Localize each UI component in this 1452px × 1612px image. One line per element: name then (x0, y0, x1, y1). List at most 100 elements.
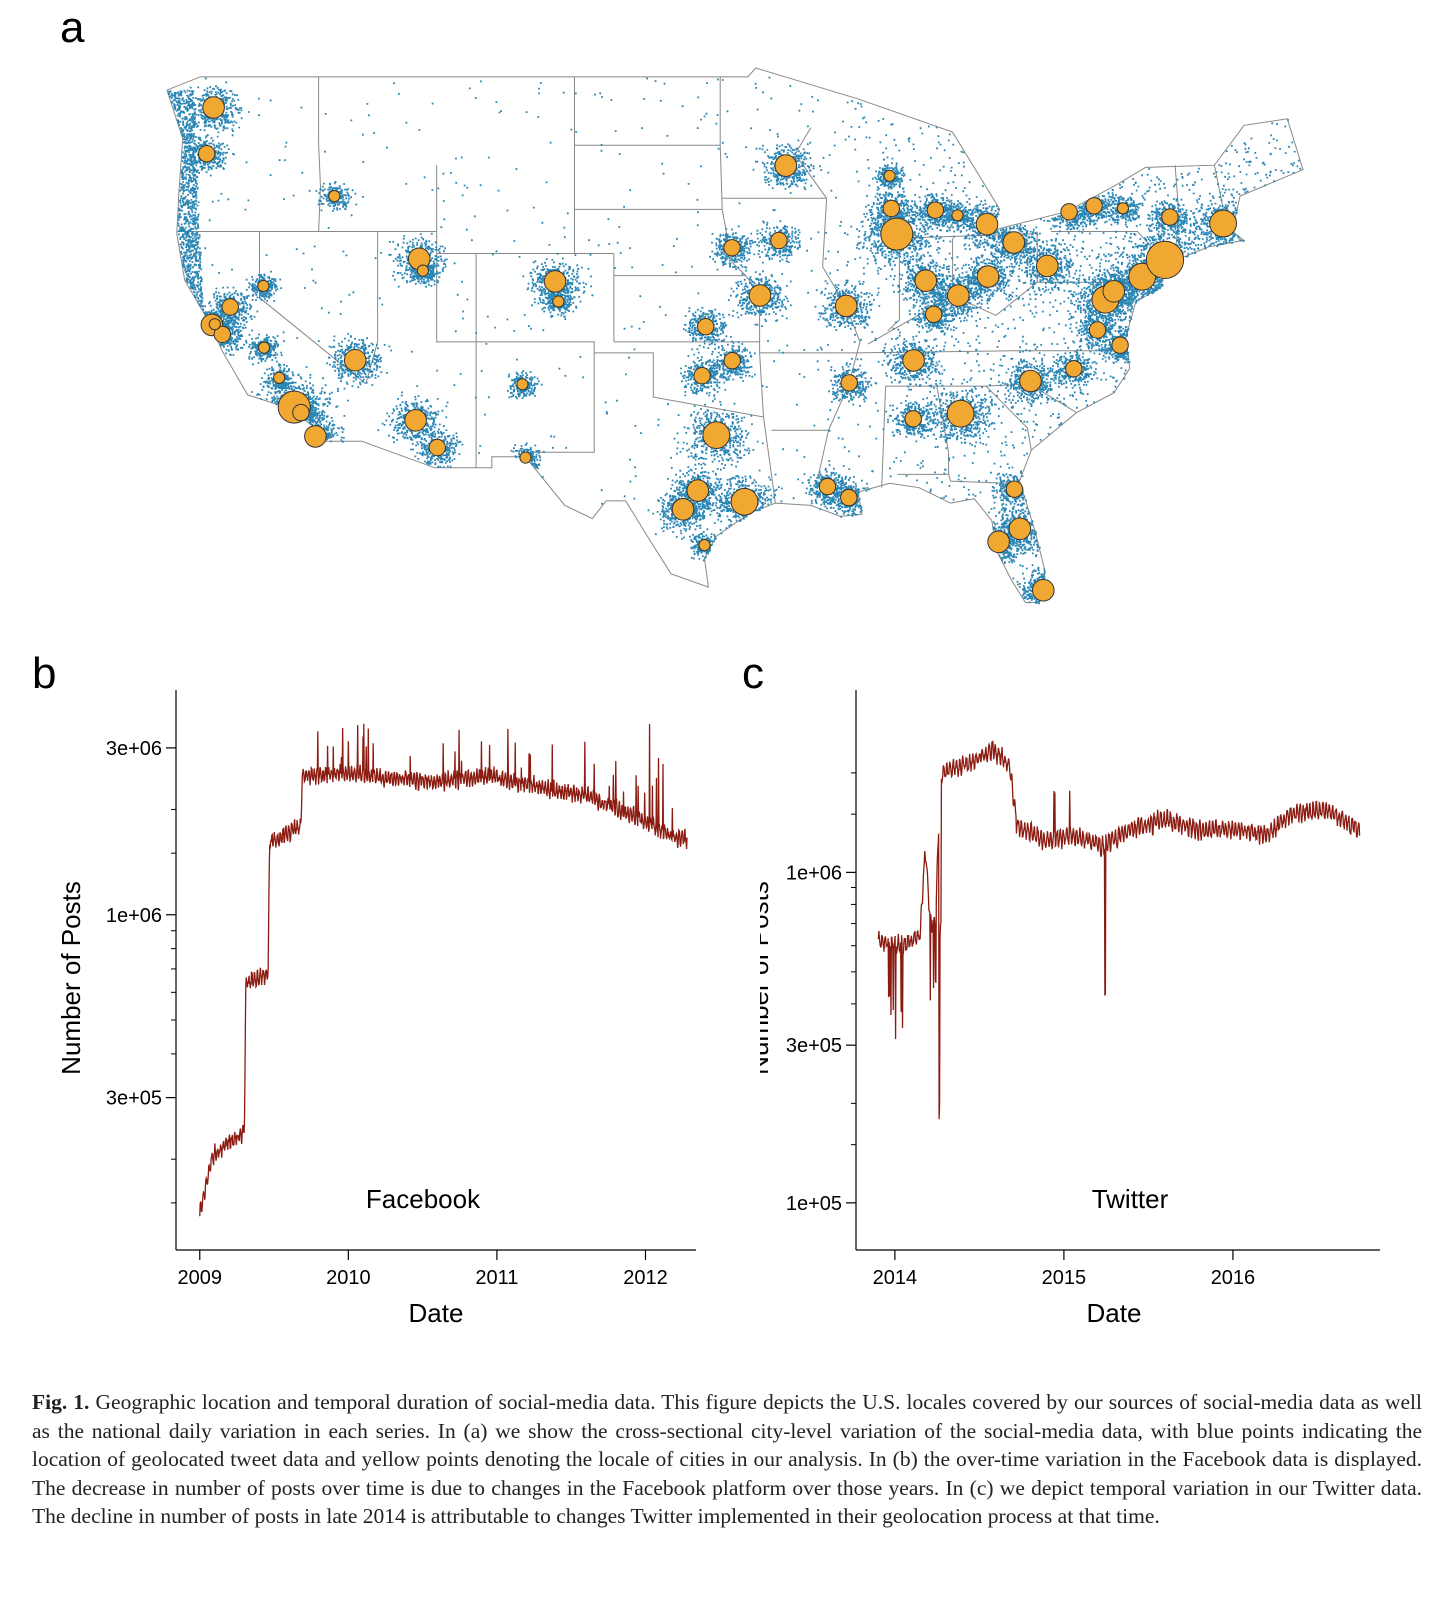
city-marker (1008, 517, 1032, 541)
city-marker (693, 367, 711, 385)
series-line (199, 723, 688, 1217)
figure-caption: Fig. 1. Geographic location and temporal… (32, 1388, 1422, 1531)
y-tick-label: 3e+06 (106, 738, 162, 760)
city-marker (1032, 578, 1055, 602)
y-tick-label: 3e+05 (106, 1088, 162, 1110)
city-marker (416, 264, 429, 277)
city-marker (902, 349, 925, 372)
state-borders (166, 67, 1304, 604)
city-marker (880, 217, 914, 251)
city-marker (257, 279, 270, 293)
y-axis-title: Number of Posts (760, 881, 774, 1075)
city-marker (516, 378, 529, 391)
x-tick-label: 2014 (873, 1267, 918, 1289)
y-axis-title: Number of Posts (56, 881, 86, 1075)
city-marker (671, 498, 695, 521)
twitter-chart: 1e+05 3e+05 1e+06 2014 2015 2016 Twitter Date… (760, 690, 1380, 1328)
panel-label-c: c (742, 649, 764, 698)
city-marker (404, 409, 427, 432)
city-marker (723, 352, 741, 370)
city-marker (840, 374, 858, 392)
city-marker (343, 348, 367, 372)
city-marker (748, 284, 772, 307)
x-tick-label: 2016 (1211, 1267, 1256, 1289)
caption-text: Geographic location and temporal duratio… (32, 1390, 1423, 1528)
city-marker (976, 265, 1000, 288)
city-marker (904, 410, 922, 428)
series-line (877, 740, 1361, 1120)
city-marker (770, 231, 788, 250)
y-tick-label: 1e+05 (786, 1193, 842, 1215)
city-marker (697, 318, 715, 336)
y-tick-label: 1e+06 (106, 905, 162, 927)
x-tick-label: 2010 (326, 1267, 371, 1289)
city-marker (552, 295, 565, 308)
city-marker (1019, 369, 1042, 393)
city-marker (257, 341, 271, 354)
state-border (897, 386, 950, 475)
city-marker (686, 479, 710, 502)
city-marker (951, 209, 964, 222)
series (877, 740, 1361, 1120)
city-marker (730, 487, 759, 516)
x-tick-label: 2012 (623, 1267, 668, 1289)
city-marker (1005, 480, 1024, 498)
city-markers (198, 96, 1237, 602)
x-axis-title: Date (409, 1298, 464, 1328)
axes: 1e+05 3e+05 1e+06 2014 2015 2016 (786, 690, 1380, 1289)
city-marker (208, 318, 221, 331)
city-marker (1102, 280, 1126, 303)
us-map (166, 67, 1304, 605)
x-tick-label: 2011 (475, 1267, 518, 1289)
city-marker (698, 539, 711, 552)
city-marker (702, 421, 731, 450)
city-marker (292, 403, 310, 422)
x-tick-label: 2015 (1042, 1267, 1087, 1289)
panel-label-b: b (32, 649, 57, 698)
city-marker (198, 145, 216, 163)
facebook-chart: 3e+05 1e+06 3e+06 2009 2010 2011 2012 Facebook… (56, 690, 696, 1328)
state-border (985, 385, 1032, 451)
city-marker (543, 270, 567, 293)
city-marker (946, 399, 975, 428)
city-marker (840, 488, 858, 507)
city-marker (1161, 208, 1179, 226)
city-marker (1116, 202, 1130, 215)
y-tick-label: 1e+06 (786, 862, 842, 884)
city-marker (1111, 336, 1129, 354)
city-marker (1085, 197, 1103, 215)
city-marker (774, 154, 798, 177)
city-marker (1088, 321, 1107, 339)
city-marker (1209, 209, 1237, 238)
city-marker (975, 212, 999, 236)
city-marker (213, 325, 231, 344)
city-marker (328, 190, 341, 203)
city-marker (883, 169, 896, 182)
city-marker (987, 530, 1010, 554)
y-tick-label: 3e+05 (786, 1035, 842, 1057)
city-marker (834, 294, 858, 318)
city-marker (519, 451, 532, 464)
caption-label: Fig. 1. (32, 1390, 90, 1414)
city-marker (926, 201, 945, 219)
panel-label-a: a (60, 3, 85, 52)
city-marker (914, 269, 938, 292)
city-marker (273, 371, 286, 384)
city-marker (304, 425, 327, 448)
series (199, 723, 688, 1217)
axes: 3e+05 1e+06 3e+06 2009 2010 2011 2012 (106, 690, 696, 1289)
city-marker (882, 199, 900, 218)
series-label: Twitter (1092, 1184, 1169, 1214)
city-marker (1002, 231, 1026, 254)
city-marker (818, 477, 837, 496)
x-axis-title: Date (1087, 1298, 1142, 1328)
state-border (475, 253, 595, 453)
city-marker (1036, 254, 1059, 278)
state-border (887, 238, 900, 332)
state-border (594, 352, 764, 418)
state-border (995, 281, 1038, 316)
city-marker (1065, 360, 1083, 378)
city-marker (1145, 240, 1185, 279)
city-marker (723, 239, 741, 257)
city-marker (221, 298, 239, 316)
